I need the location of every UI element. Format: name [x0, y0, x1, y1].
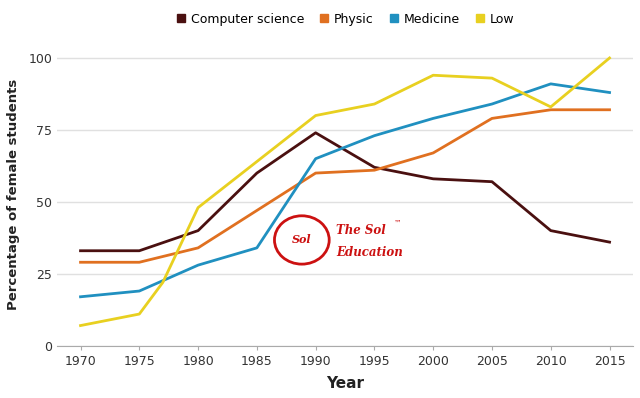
- Medicine: [547, 82, 555, 86]
- Low: [429, 73, 437, 78]
- Low: [605, 56, 613, 60]
- Text: The Sol: The Sol: [337, 224, 386, 237]
- Text: ™: ™: [394, 219, 402, 228]
- Computer science: [547, 228, 555, 233]
- Text: Sol: Sol: [292, 234, 312, 246]
- Computer science: [136, 248, 143, 253]
- Low: [371, 101, 378, 106]
- Physic: [195, 246, 202, 250]
- Physic: [77, 260, 84, 265]
- Text: Education: Education: [337, 246, 403, 259]
- Physic: [429, 150, 437, 155]
- Low: [488, 76, 496, 80]
- Computer science: [312, 131, 319, 135]
- Computer science: [371, 165, 378, 170]
- Low: [136, 312, 143, 316]
- Low: [159, 280, 166, 285]
- Legend: Computer science, Physic, Medicine, Low: Computer science, Physic, Medicine, Low: [171, 8, 520, 31]
- Line: Medicine: Medicine: [81, 84, 609, 297]
- Low: [195, 205, 202, 210]
- Medicine: [488, 101, 496, 106]
- X-axis label: Year: Year: [326, 376, 364, 391]
- Computer science: [605, 240, 613, 244]
- Medicine: [195, 263, 202, 267]
- Medicine: [605, 90, 613, 95]
- Low: [547, 105, 555, 109]
- Computer science: [253, 171, 260, 176]
- Medicine: [312, 156, 319, 161]
- Medicine: [253, 246, 260, 250]
- Line: Physic: Physic: [81, 110, 609, 262]
- Line: Computer science: Computer science: [81, 133, 609, 251]
- Physic: [136, 260, 143, 265]
- Medicine: [371, 133, 378, 138]
- Medicine: [136, 289, 143, 293]
- Physic: [312, 171, 319, 176]
- Medicine: [429, 116, 437, 121]
- Physic: [488, 116, 496, 121]
- Y-axis label: Percentage of female students: Percentage of female students: [7, 79, 20, 310]
- Line: Low: Low: [81, 58, 609, 326]
- Computer science: [77, 248, 84, 253]
- Physic: [371, 168, 378, 173]
- Physic: [547, 107, 555, 112]
- Computer science: [429, 176, 437, 181]
- Low: [312, 113, 319, 118]
- Computer science: [195, 228, 202, 233]
- Computer science: [488, 179, 496, 184]
- Physic: [605, 107, 613, 112]
- Physic: [253, 208, 260, 213]
- Low: [77, 323, 84, 328]
- Medicine: [77, 295, 84, 299]
